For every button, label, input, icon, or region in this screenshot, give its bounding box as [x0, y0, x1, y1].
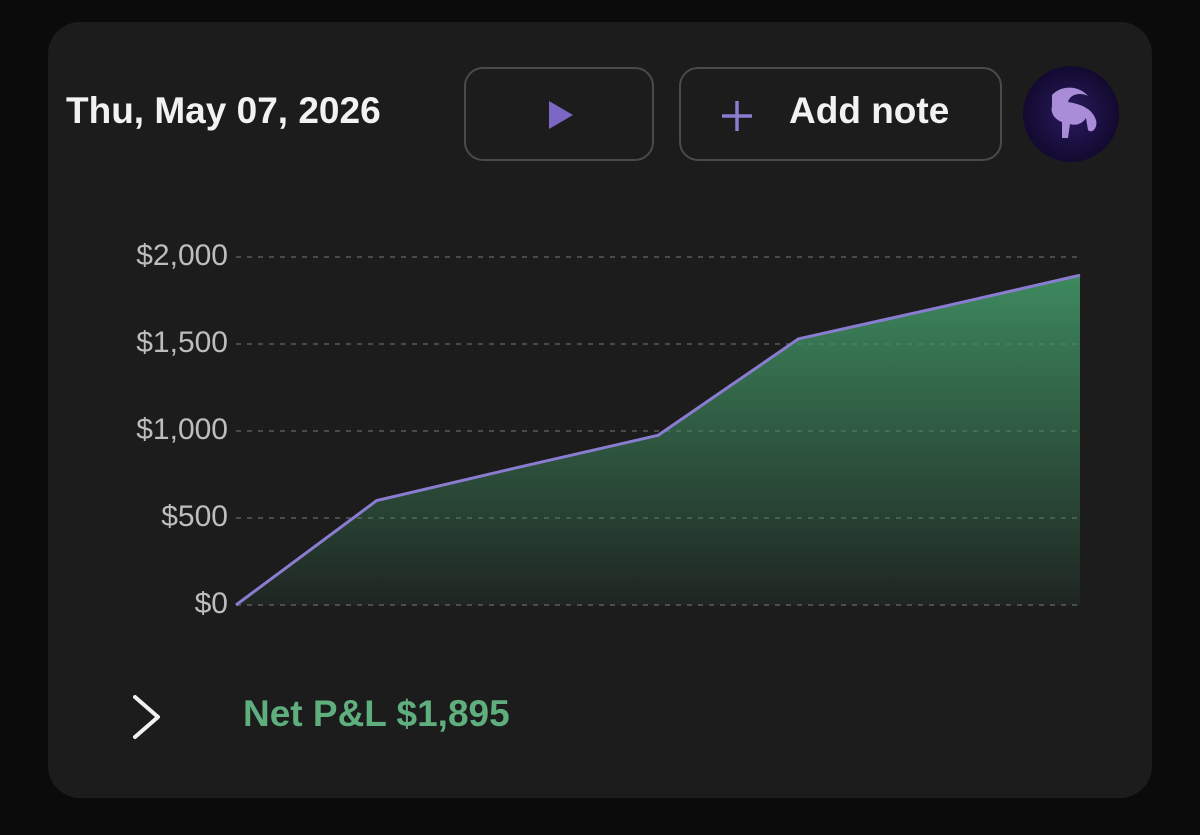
add-note-label[interactable]: Add note [789, 90, 949, 131]
net-pnl: Net P&L $1,895 [243, 693, 510, 734]
area-fill [236, 275, 1080, 605]
y-tick-label: $500 [161, 500, 228, 533]
play-icon[interactable] [549, 101, 573, 129]
y-tick-label: $2,000 [136, 239, 228, 272]
play-button[interactable] [464, 67, 654, 161]
y-tick-label: $0 [195, 587, 228, 620]
y-tick-label: $1,500 [136, 326, 228, 359]
line [235, 273, 1081, 607]
plus-icon[interactable] [722, 101, 752, 131]
add-note-frame[interactable] [679, 67, 1002, 161]
y-tick-label: $1,000 [136, 413, 228, 446]
avatar-logo[interactable] [1051, 87, 1097, 138]
add-note-button[interactable]: Add note [679, 67, 1002, 161]
avatar[interactable] [1023, 66, 1119, 162]
date: Thu, May 07, 2026 [66, 90, 381, 131]
expand-chevron[interactable] [133, 695, 160, 739]
